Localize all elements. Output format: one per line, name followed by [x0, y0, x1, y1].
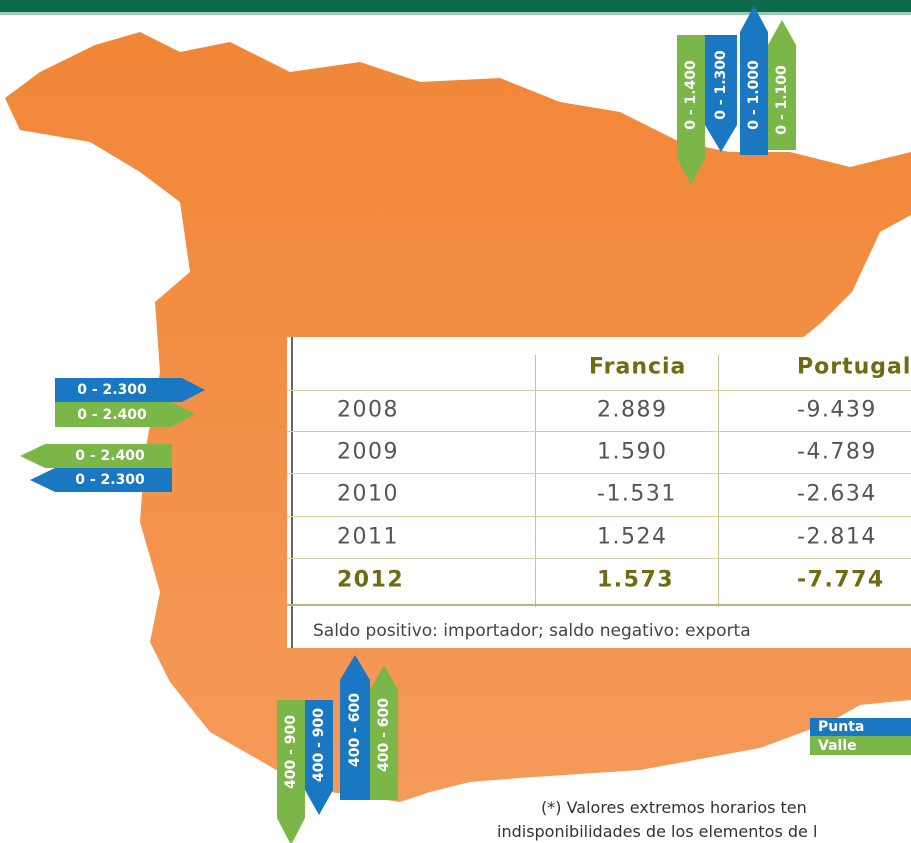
arrow — [55, 378, 205, 402]
row-label: 2009 — [337, 439, 399, 465]
table-cell: -2.814 — [797, 524, 877, 550]
top-bar — [0, 0, 911, 12]
arrow-label: 0 - 2.400 — [77, 407, 147, 423]
table-cell: -4.789 — [797, 439, 877, 465]
table: Francia Portugal 2008 2.889 -9.439 2009 1.59… — [287, 337, 911, 648]
row-label: 2008 — [337, 397, 399, 423]
row-divider — [287, 390, 911, 391]
legend-swatch — [810, 736, 911, 755]
table-cell: -7.774 — [797, 567, 885, 593]
arrow-label: 400 - 600 — [376, 697, 392, 773]
footnote: indisponibilidades de los elementos de l — [497, 822, 818, 841]
table-cell: 2.889 — [597, 397, 668, 423]
row-divider — [287, 473, 911, 474]
table-cell: -1.531 — [597, 481, 677, 507]
table-note: Saldo positivo: importador; saldo negati… — [313, 621, 751, 641]
table-cell: -2.634 — [797, 481, 877, 507]
arrow — [30, 468, 172, 492]
arrow-label: 0 - 2.400 — [75, 448, 145, 464]
arrow — [768, 20, 796, 150]
arrow-label: 0 - 1.400 — [683, 60, 699, 130]
row-label: 2010 — [337, 481, 399, 507]
arrow — [705, 35, 737, 152]
arrow-label: 0 - 1.000 — [746, 60, 762, 130]
row-label: 2012 — [337, 567, 405, 593]
row-divider — [287, 558, 911, 559]
arrow — [20, 444, 172, 468]
arrow — [740, 6, 768, 155]
row-divider — [287, 516, 911, 517]
row-divider — [287, 604, 911, 606]
row-label: 2011 — [337, 524, 399, 550]
arrow — [370, 665, 398, 800]
arrow-label: 400 - 900 — [311, 707, 327, 783]
table-cell: -9.439 — [797, 397, 877, 423]
arrow — [340, 655, 370, 800]
legend-label: Punta — [818, 719, 865, 735]
arrow — [55, 402, 195, 427]
arrow-label: 0 - 2.300 — [75, 472, 145, 488]
arrow-label: 0 - 2.300 — [77, 382, 147, 398]
table-cell: 1.590 — [597, 439, 668, 465]
arrow — [305, 700, 333, 815]
column-divider — [718, 355, 719, 607]
table-cell: 1.524 — [597, 524, 668, 550]
legend-swatch — [810, 718, 911, 736]
arrow-label: 400 - 600 — [347, 692, 363, 768]
column-header: Francia — [589, 354, 687, 380]
legend-label: Valle — [818, 738, 857, 754]
column-header: Portugal — [797, 354, 911, 380]
arrow — [677, 35, 705, 185]
row-divider — [287, 431, 911, 432]
arrow-label: 400 - 900 — [283, 714, 299, 790]
column-divider — [535, 355, 536, 607]
arrow-label: 0 - 1.300 — [713, 50, 729, 120]
table-border — [291, 337, 293, 648]
arrow — [277, 700, 305, 843]
arrow-label: 0 - 1.100 — [774, 65, 790, 135]
footnote: (*) Valores extremos horarios ten — [541, 798, 807, 817]
top-bar-edge — [0, 12, 911, 15]
table-cell: 1.573 — [597, 567, 675, 593]
